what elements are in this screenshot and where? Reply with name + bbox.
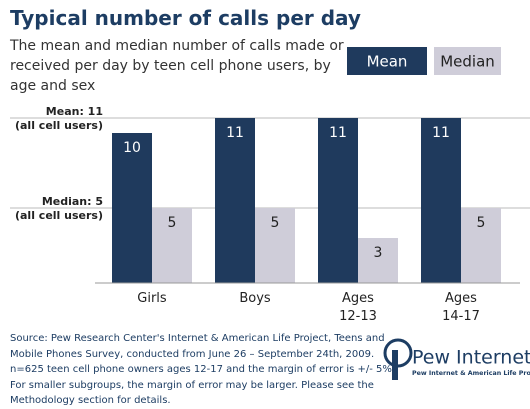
x-tick-label: Boys	[239, 291, 271, 306]
bar	[318, 118, 358, 283]
chart-subtitle: The mean and median number of calls made…	[10, 38, 344, 94]
value-label: 11	[329, 125, 347, 141]
x-tick-label: Ages 14-17	[442, 291, 480, 324]
reference-label: Mean: 11 (all cell users)	[14, 105, 103, 132]
value-label: 5	[168, 215, 177, 231]
bar	[421, 118, 461, 283]
legend-swatch	[434, 47, 501, 75]
bar	[112, 133, 152, 283]
value-label: 10	[123, 140, 141, 156]
bar	[358, 238, 398, 283]
legend-label: Median	[440, 53, 495, 71]
value-label: 3	[374, 245, 383, 261]
x-tick-label: Ages 12-13	[339, 291, 377, 324]
logo-name: Pew Internet	[412, 347, 530, 369]
source-note: Source: Pew Research Center's Internet &…	[10, 333, 396, 406]
logo-icon-stem	[392, 350, 398, 380]
value-label: 5	[271, 215, 280, 231]
bar	[152, 208, 192, 283]
bar	[215, 118, 255, 283]
reference-label: Median: 5 (all cell users)	[14, 195, 103, 222]
value-label: 11	[226, 125, 244, 141]
bar	[255, 208, 295, 283]
value-label: 5	[477, 215, 486, 231]
x-tick-label: Girls	[137, 291, 167, 306]
bar	[461, 208, 501, 283]
logo-tagline: Pew Internet & American Life Project	[412, 370, 530, 377]
chart-title: Typical number of calls per day	[10, 6, 361, 30]
legend-swatch	[347, 47, 427, 75]
value-label: 11	[432, 125, 450, 141]
legend-label: Mean	[367, 53, 408, 71]
